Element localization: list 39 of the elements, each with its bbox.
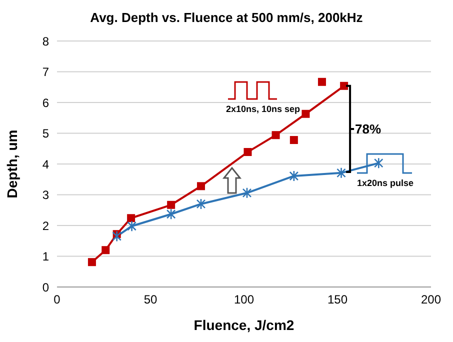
point — [374, 157, 384, 169]
point — [88, 258, 96, 266]
point — [302, 110, 310, 118]
y-tick-label: 3 — [42, 188, 50, 202]
point — [112, 230, 122, 242]
point — [318, 78, 326, 86]
point — [244, 148, 252, 156]
point — [272, 131, 280, 140]
y-tick-label: 5 — [42, 126, 50, 141]
x-axis-title: Fluence, J/cm2 — [194, 317, 294, 333]
y-tick-label: 0 — [42, 280, 50, 294]
point — [127, 220, 136, 232]
point — [102, 246, 110, 254]
point — [127, 214, 136, 222]
point — [167, 200, 176, 209]
annotation: 2x10ns, 10ns sep — [226, 104, 300, 114]
x-tick-label: 0 — [54, 292, 61, 307]
x-tick-label: 150 — [327, 292, 348, 307]
x-tick-label: 200 — [420, 292, 442, 307]
y-tick-label: 6 — [42, 96, 50, 110]
point — [289, 170, 299, 182]
point — [336, 167, 346, 179]
chart-title: Avg. Depth vs. Fluence at 500 mm/s, 200kHz — [89, 10, 364, 25]
point — [242, 187, 252, 199]
y-tick-label: 4 — [42, 157, 50, 172]
point — [290, 136, 298, 144]
point — [340, 82, 348, 90]
y-tick-label: 2 — [42, 218, 50, 233]
annotation: 78% — [355, 121, 382, 136]
point — [196, 182, 205, 190]
y-tick-label: 8 — [42, 34, 50, 48]
point — [196, 198, 206, 210]
y-axis-title: Depth, um — [4, 130, 20, 198]
annotation: 1x20ns pulse — [357, 178, 414, 188]
y-tick-label: 1 — [42, 250, 50, 264]
x-tick-label: 100 — [234, 292, 254, 307]
point — [166, 208, 176, 220]
y-tick-label: 7 — [42, 65, 50, 80]
x-tick-label: 50 — [144, 292, 158, 307]
